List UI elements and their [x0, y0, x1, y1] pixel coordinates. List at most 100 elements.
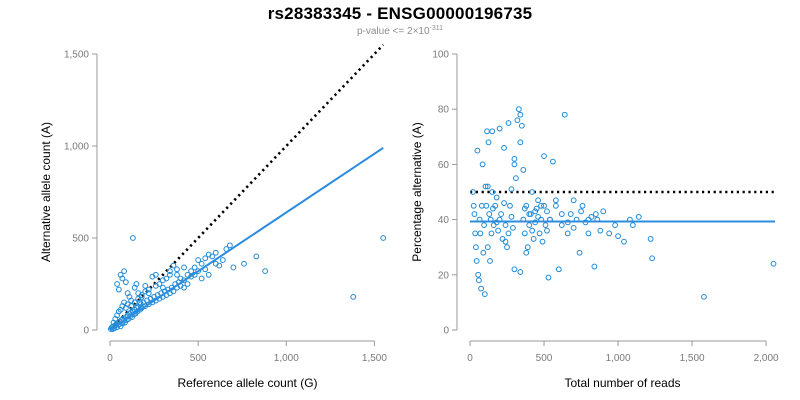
data-point [530, 236, 537, 242]
data-point [198, 275, 205, 282]
data-point [170, 288, 177, 295]
data-point [212, 249, 219, 256]
data-point [496, 125, 503, 132]
data-point [479, 161, 486, 168]
data-point [526, 211, 533, 217]
data-point [558, 211, 565, 217]
data-point [539, 238, 546, 245]
data-point [474, 147, 481, 154]
data-point [488, 230, 495, 237]
data-point [481, 291, 488, 298]
data-point [184, 281, 191, 287]
data-point [536, 230, 543, 237]
data-point [521, 230, 528, 237]
y-axis-label: Percentage alternative (A) [410, 122, 424, 261]
data-point [484, 183, 491, 190]
data-point [495, 227, 502, 234]
allele-count-scatter-plot: 0 500 1,000 1,500 0 500 1,000 1,500 Reference al… [39, 43, 387, 390]
fitted-trend-line [109, 147, 384, 331]
data-point [512, 175, 519, 182]
data-point [489, 189, 496, 195]
x-tick-label: 1,500 [362, 353, 387, 364]
data-point [591, 263, 598, 270]
data-point [191, 264, 198, 271]
x-tick-label: 1,000 [606, 353, 631, 364]
data-point [478, 285, 485, 292]
data-point [486, 211, 493, 217]
data-point [484, 244, 491, 251]
x-axis-label: Reference allele count (G) [177, 376, 317, 390]
x-tick-label: 1,000 [274, 353, 299, 364]
data-point [177, 275, 184, 282]
data-point [167, 268, 173, 275]
data-point [152, 282, 159, 289]
data-point [502, 222, 509, 229]
data-point [145, 286, 152, 293]
data-point [470, 189, 476, 195]
data-point [470, 202, 477, 209]
data-point [533, 205, 540, 212]
data-point [181, 284, 187, 291]
data-point [489, 128, 496, 135]
data-point [230, 264, 237, 271]
data-point [477, 230, 484, 237]
x-tick-label: 1,500 [680, 353, 705, 364]
y-tick-label: 0 [443, 326, 449, 337]
data-point [122, 279, 129, 286]
data-point [511, 266, 518, 273]
data-point [209, 253, 216, 260]
data-point [592, 211, 599, 217]
data-point [541, 153, 547, 160]
data-point [114, 281, 120, 287]
data-point [471, 211, 478, 217]
y-tick-label: 40 [438, 215, 450, 226]
data-point [130, 235, 136, 241]
data-point [128, 303, 135, 309]
data-point [535, 197, 542, 204]
data-point [480, 249, 487, 256]
data-point [485, 139, 492, 146]
data-point [195, 268, 202, 275]
data-point [119, 275, 126, 282]
y-tick-label: 1,500 [64, 50, 89, 61]
data-point [202, 255, 209, 262]
data-point [576, 249, 583, 256]
data-point [570, 197, 577, 204]
data-point [115, 286, 122, 293]
data-point [567, 211, 574, 217]
data-point [542, 222, 549, 229]
data-point [514, 117, 521, 124]
x-tick-label: 500 [190, 353, 207, 364]
data-point [701, 293, 707, 300]
data-point [253, 253, 260, 260]
data-point [564, 230, 571, 237]
data-point [152, 271, 159, 278]
data-point [561, 111, 568, 118]
x-axis-label: Total number of reads [564, 376, 680, 390]
data-point [490, 222, 497, 229]
data-point [195, 257, 202, 263]
data-point [262, 268, 269, 275]
data-point [492, 202, 499, 209]
y-tick-label: 100 [432, 50, 449, 61]
data-point [493, 194, 500, 201]
chart-title: rs28383345 - ENSG00000196735 [267, 4, 533, 23]
y-tick-label: 1,000 [64, 142, 89, 153]
data-point [545, 274, 552, 281]
data-point [552, 197, 559, 204]
data-point [121, 268, 128, 275]
y-tick-label: 500 [72, 234, 89, 245]
data-point [159, 277, 166, 284]
data-point [649, 255, 656, 262]
data-point [487, 258, 493, 264]
x-tick-label: 500 [536, 353, 553, 364]
data-point [135, 295, 142, 302]
data-point [205, 271, 212, 278]
data-point [475, 271, 482, 278]
data-point [188, 268, 194, 275]
y-tick-label: 60 [438, 160, 450, 171]
data-point [472, 230, 479, 237]
data-point [635, 213, 642, 220]
data-point [511, 161, 518, 168]
